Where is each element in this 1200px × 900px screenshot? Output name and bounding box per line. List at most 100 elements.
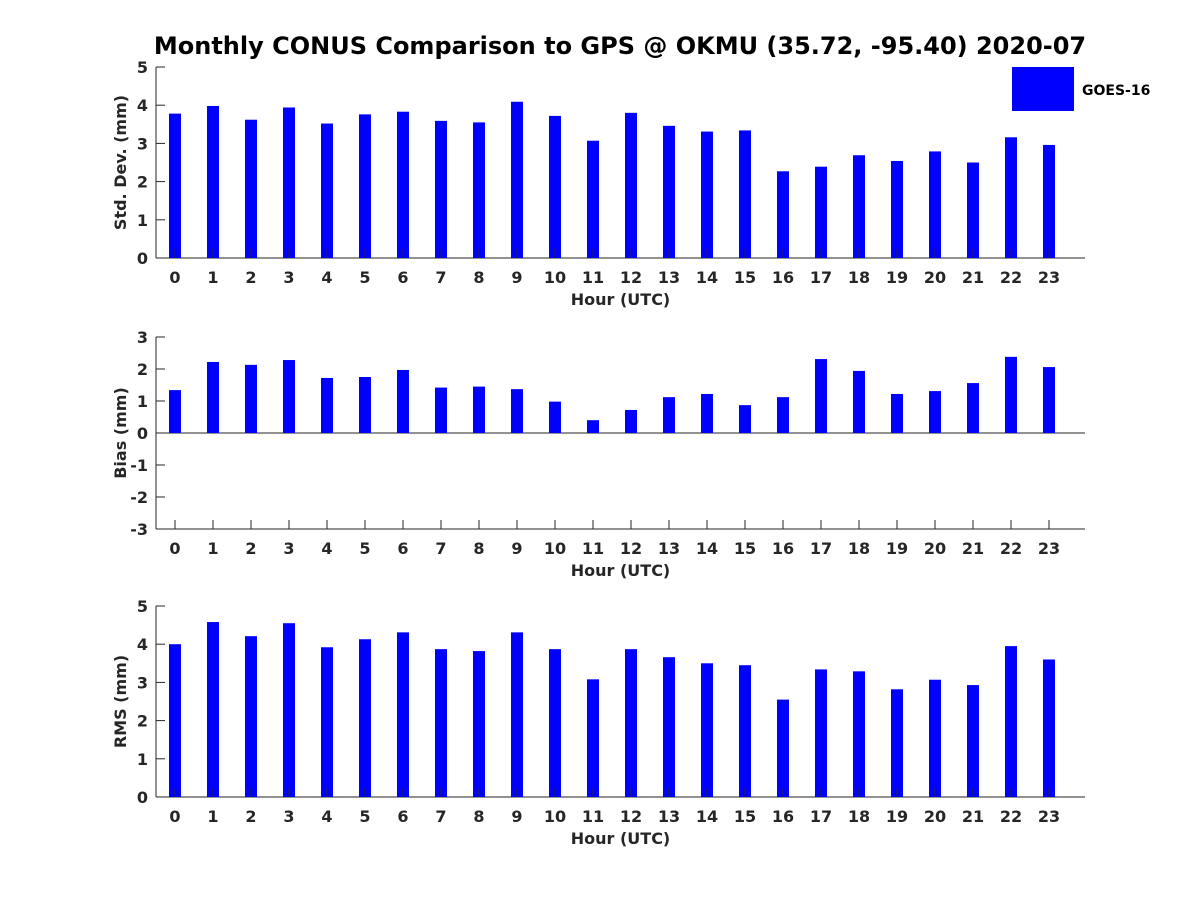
bar [511,389,523,433]
x-tick-label: 5 [359,268,370,287]
bias-panel: 0 1 2 3 4 5 6 7 8 9 10 11 12 13 14 15 16 17 18 19 20 21 22 23-3… [111,328,1085,580]
bar [891,689,903,797]
bar [207,622,219,797]
bar [1005,356,1017,433]
x-tick-label: 2 [245,539,256,558]
x-tick-label: 1 [207,539,218,558]
bar [435,120,447,258]
x-tick-label: 12 [620,807,642,826]
x-tick-label: 22 [1000,539,1022,558]
x-tick-label: 12 [620,539,642,558]
bar [777,397,789,433]
bar [891,160,903,258]
x-tick-label: 14 [696,268,718,287]
bar [397,632,409,797]
y-tick-label: 4 [137,96,148,115]
chart-title: Monthly CONUS Comparison to GPS @ OKMU (… [154,32,1086,60]
bar [739,405,751,433]
x-tick-label: 3 [283,268,294,287]
bar [967,162,979,258]
y-tick-label: 3 [137,134,148,153]
x-tick-label: 0 [169,539,180,558]
bar [169,113,181,258]
bar [473,122,485,258]
x-tick-label: 16 [772,539,794,558]
x-tick-label: 9 [511,268,522,287]
x-tick-label: 14 [696,539,718,558]
bar [397,111,409,258]
bar [701,393,713,433]
bar [321,377,333,433]
x-tick-label: 15 [734,807,756,826]
bar [587,140,599,258]
x-tick-label: 17 [810,268,832,287]
x-tick-label: 17 [810,807,832,826]
bar [245,119,257,258]
y-tick-label: 1 [137,750,148,769]
bar [511,632,523,797]
bar [1043,144,1055,258]
x-axis-label: Hour (UTC) [571,829,671,848]
y-tick-label: 3 [137,328,148,347]
y-tick-label: 5 [137,597,148,616]
bar [853,671,865,797]
x-tick-label: 4 [321,539,332,558]
bar [891,393,903,433]
bar [929,391,941,433]
bar [967,383,979,433]
x-tick-label: 11 [582,268,604,287]
x-tick-label: 15 [734,268,756,287]
x-tick-label: 3 [283,807,294,826]
y-axis-label: RMS (mm) [111,655,130,748]
x-tick-label: 21 [962,539,984,558]
bar [701,663,713,797]
x-tick-label: 16 [772,268,794,287]
bar [1043,367,1055,433]
bar [587,420,599,433]
y-tick-label: 1 [137,392,148,411]
x-tick-label: 23 [1038,539,1060,558]
x-tick-label: 1 [207,268,218,287]
x-tick-label: 21 [962,807,984,826]
bar [777,171,789,258]
x-tick-label: 10 [544,268,566,287]
bar [663,657,675,797]
x-tick-label: 19 [886,539,908,558]
bar [929,679,941,797]
x-tick-label: 8 [473,539,484,558]
bar [1005,137,1017,258]
x-tick-label: 19 [886,807,908,826]
bar [321,647,333,797]
bar [169,390,181,433]
x-tick-label: 1 [207,807,218,826]
y-axis-label: Std. Dev. (mm) [111,95,130,230]
bar [283,360,295,433]
x-tick-label: 23 [1038,807,1060,826]
x-tick-label: 15 [734,539,756,558]
legend-swatch [1012,67,1074,111]
bar [207,361,219,433]
y-tick-label: 3 [137,673,148,692]
x-tick-label: 7 [435,539,446,558]
bar [701,131,713,258]
x-tick-label: 21 [962,268,984,287]
x-tick-label: 11 [582,539,604,558]
bar [473,386,485,433]
bar [397,369,409,433]
x-tick-label: 0 [169,268,180,287]
bar [549,401,561,433]
bar [815,669,827,797]
x-tick-label: 12 [620,268,642,287]
bar [511,101,523,259]
bar [663,397,675,433]
x-tick-label: 5 [359,807,370,826]
x-tick-label: 3 [283,539,294,558]
y-tick-label: -2 [130,488,148,507]
bar [625,112,637,258]
x-axis-label: Hour (UTC) [571,561,671,580]
bar [777,699,789,797]
y-tick-label: 2 [137,360,148,379]
x-tick-label: 13 [658,539,680,558]
y-tick-label: 0 [137,424,148,443]
bar [967,685,979,797]
